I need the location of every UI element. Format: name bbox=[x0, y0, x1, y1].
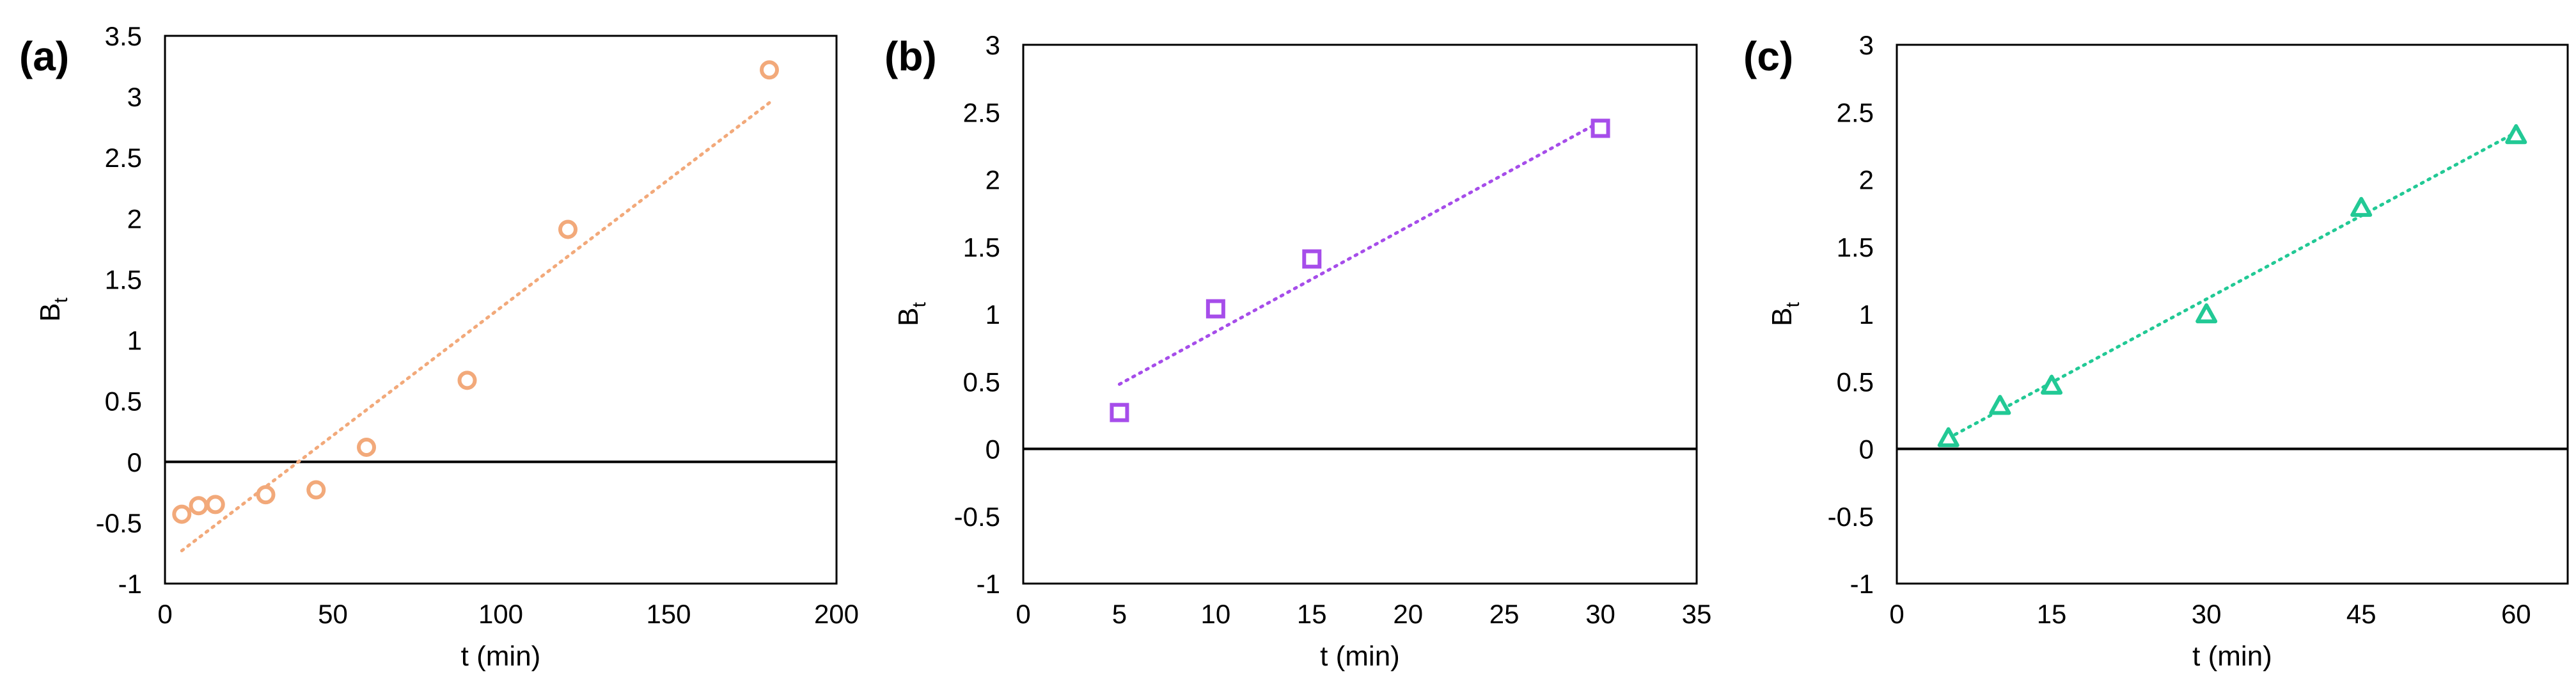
plot-area-frame bbox=[1896, 44, 2569, 585]
y-tick-label: 0.5 bbox=[1837, 367, 1874, 397]
y-tick-label: 0 bbox=[127, 447, 142, 477]
data-point-c bbox=[1937, 427, 1959, 447]
x-tick-label: 35 bbox=[1682, 599, 1712, 629]
data-point-a bbox=[760, 60, 779, 80]
y-axis-title-subscript: t bbox=[909, 301, 930, 307]
trendline-b bbox=[1117, 120, 1603, 386]
y-axis-title-main: B bbox=[35, 303, 66, 321]
panel-label: (a) bbox=[19, 33, 69, 79]
y-tick-label: 3 bbox=[127, 82, 142, 112]
data-point-a bbox=[205, 495, 225, 514]
data-point-b bbox=[1110, 402, 1129, 422]
y-tick-label: 0 bbox=[986, 434, 1000, 465]
y-tick-label: -0.5 bbox=[96, 508, 142, 538]
data-point-a bbox=[306, 480, 326, 500]
y-tick-label: 3.5 bbox=[105, 21, 142, 51]
y-tick-label: 1.5 bbox=[1837, 232, 1874, 262]
data-point-a bbox=[189, 496, 208, 516]
x-axis-title: t (min) bbox=[1320, 641, 1400, 672]
y-tick-label: -1 bbox=[118, 569, 142, 599]
y-tick-label: 2.5 bbox=[1837, 97, 1874, 127]
x-tick-label: 30 bbox=[1585, 599, 1615, 629]
x-tick-label: 0 bbox=[157, 599, 172, 629]
data-point-a bbox=[558, 219, 577, 239]
y-tick-label: 1 bbox=[127, 326, 142, 356]
data-point-c bbox=[2195, 303, 2218, 324]
panel-label: (c) bbox=[1743, 33, 1793, 79]
y-tick-label: 1 bbox=[986, 299, 1000, 330]
y-tick-label: 2.5 bbox=[105, 143, 142, 173]
chart-panel-b: -1 -0.5 0 0.5 1 1.5 2 2.5 3 0 5 10 15 20 25 30 35 t (min)… bbox=[859, 0, 1717, 693]
chart-a-svg: -1 -0.5 0 0.5 1 1.5 2 2.5 3 3.5 0 50 100 150 200 t (min… bbox=[19, 21, 858, 672]
x-tick-label: 150 bbox=[646, 599, 691, 629]
x-axis-title: t (min) bbox=[2192, 641, 2272, 672]
trendline-c bbox=[1947, 131, 2518, 440]
plot-area-frame bbox=[1022, 44, 1698, 585]
data-point-a bbox=[256, 485, 276, 505]
trendline-a bbox=[180, 101, 771, 553]
x-tick-label: 45 bbox=[2346, 599, 2376, 629]
y-axis-title: Bt bbox=[1766, 301, 1803, 326]
chart-b-svg: -1-0.500.511.522.530 5 10 15 20 25 30 35t (min)… bbox=[884, 30, 1712, 672]
y-axis-title: Bt bbox=[893, 301, 930, 326]
data-point-c bbox=[2505, 124, 2527, 145]
data-point-a bbox=[457, 370, 477, 390]
y-tick-label: 1.5 bbox=[105, 264, 142, 294]
y-tick-label: 0.5 bbox=[105, 386, 142, 417]
y-axis-title-subscript: t bbox=[51, 297, 72, 303]
data-point-b bbox=[1206, 299, 1225, 319]
y-axis-title: Bt bbox=[35, 297, 72, 321]
y-tick-label: 3 bbox=[986, 30, 1000, 60]
data-point-b bbox=[1590, 118, 1610, 138]
y-tick-label: 2 bbox=[986, 165, 1000, 195]
x-tick-label: 15 bbox=[2037, 599, 2067, 629]
x-tick-label: 50 bbox=[318, 599, 348, 629]
x-tick-label: 5 bbox=[1112, 599, 1127, 629]
chart-panel-c: -1 -0.5 0 0.5 1 1.5 2 2.5 3 0 15 30 45 60 t (min) Bt (c) bbox=[1718, 0, 2576, 693]
x-tick-label: 100 bbox=[478, 599, 523, 629]
y-axis-title-main: B bbox=[893, 307, 924, 326]
y-tick-label: 3 bbox=[1859, 30, 1874, 60]
data-point-c bbox=[1989, 395, 2011, 415]
data-point-b bbox=[1302, 249, 1322, 269]
y-tick-label: 0.5 bbox=[963, 367, 1000, 397]
x-tick-label: 25 bbox=[1489, 599, 1520, 629]
x-axis-title: t (min) bbox=[461, 641, 541, 672]
y-axis-title-main: B bbox=[1766, 307, 1798, 326]
data-point-c bbox=[2041, 374, 2063, 395]
x-tick-label: 20 bbox=[1393, 599, 1423, 629]
y-tick-label: -1 bbox=[977, 569, 1000, 599]
y-tick-label: 0 bbox=[1859, 434, 1874, 465]
x-tick-label: 200 bbox=[814, 599, 858, 629]
y-tick-label: -0.5 bbox=[954, 502, 1000, 532]
x-tick-label: 30 bbox=[2192, 599, 2222, 629]
y-tick-label: 2 bbox=[127, 203, 142, 234]
x-tick-label: 10 bbox=[1200, 599, 1230, 629]
chart-c-svg: -1-0.500.511.522.530 15 30 45 60t (min)Bt(c) bbox=[1743, 30, 2569, 672]
data-point-c bbox=[2350, 196, 2373, 217]
y-tick-label: 1 bbox=[1859, 299, 1874, 330]
y-tick-label: -1 bbox=[1850, 569, 1874, 599]
y-tick-label: 1.5 bbox=[963, 232, 1000, 262]
x-tick-label: 60 bbox=[2501, 599, 2531, 629]
x-tick-label: 15 bbox=[1297, 599, 1327, 629]
plot-area-frame bbox=[164, 35, 838, 585]
x-tick-label: 0 bbox=[1016, 599, 1030, 629]
x-tick-label: 0 bbox=[1889, 599, 1904, 629]
y-axis-title-subscript: t bbox=[1782, 301, 1803, 307]
data-point-a bbox=[357, 437, 376, 457]
panel-label: (b) bbox=[884, 33, 937, 79]
chart-panel-a: -1 -0.5 0 0.5 1 1.5 2 2.5 3 3.5 0 50 100 150 200 t (min… bbox=[0, 0, 858, 693]
y-tick-label: -0.5 bbox=[1828, 502, 1874, 532]
y-tick-label: 2.5 bbox=[963, 97, 1000, 127]
y-tick-label: 2 bbox=[1859, 165, 1874, 195]
data-point-a bbox=[172, 504, 192, 524]
